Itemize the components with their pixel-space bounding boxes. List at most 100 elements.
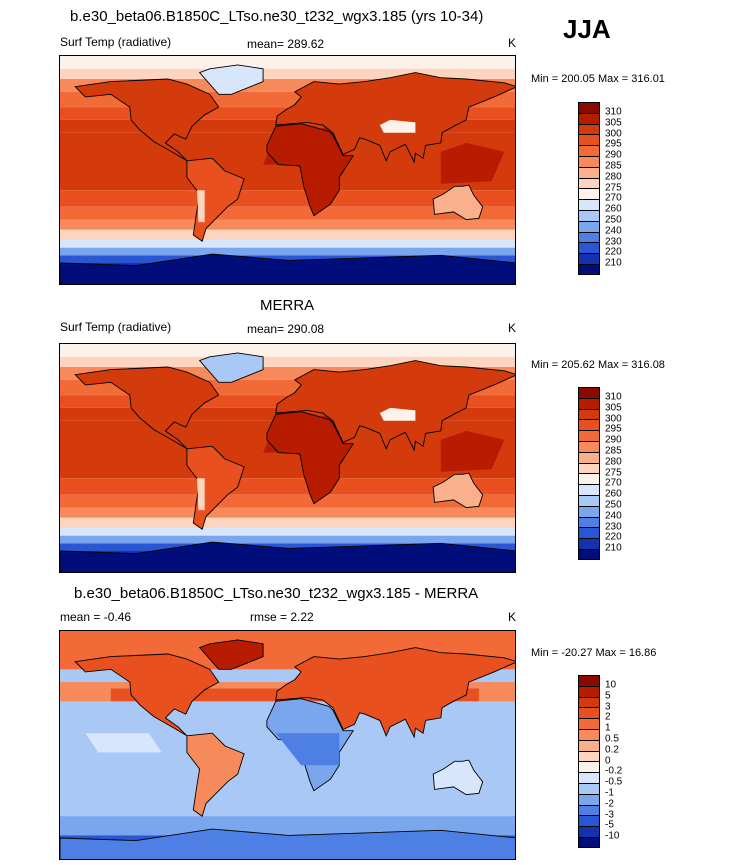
colorbar-tick-label: 260 <box>605 488 622 500</box>
colorbar-tick-label: 0.5 <box>605 733 619 745</box>
colorbar-tick-label: 280 <box>605 456 622 468</box>
colorbar-swatch <box>578 123 600 135</box>
colorbar-tick-label: 5 <box>605 690 611 702</box>
panel3-map <box>59 630 516 860</box>
colorbar-swatch <box>578 387 600 398</box>
colorbar-swatch <box>578 527 600 539</box>
colorbar-tick-label: 295 <box>605 138 622 150</box>
colorbar-swatch <box>578 728 600 740</box>
colorbar-swatch <box>578 815 600 827</box>
colorbar-tick-label: 310 <box>605 391 622 403</box>
panel2-mean: mean= 290.08 <box>247 322 325 336</box>
panel3-title: b.e30_beta06.B1850C_LTso.ne30_t232_wgx3.… <box>74 585 479 602</box>
colorbar-tick-label: -0.5 <box>605 776 623 788</box>
colorbar-swatch <box>578 253 600 264</box>
colorbar-swatch <box>578 793 600 805</box>
panel1-field: Surf Temp (radiative) <box>60 35 172 49</box>
colorbar-swatch <box>578 761 600 773</box>
panel3-rmse: rmse = 2.22 <box>250 610 314 624</box>
colorbar-swatch <box>578 220 600 232</box>
colorbar-tick-label: 220 <box>605 246 622 258</box>
colorbar-tick-label: 260 <box>605 203 622 215</box>
colorbar-swatch <box>578 516 600 528</box>
panel3-mean: mean = -0.46 <box>60 610 132 624</box>
colorbar-swatch <box>578 242 600 254</box>
colorbar-tick-label: 2 <box>605 711 611 723</box>
colorbar-swatch <box>578 685 600 697</box>
panel1-units: K <box>508 36 517 50</box>
panel1-colorbar <box>578 102 600 275</box>
colorbar-swatch <box>578 782 600 794</box>
colorbar-tick-label: 240 <box>605 225 622 237</box>
colorbar-tick-label: 270 <box>605 477 622 489</box>
colorbar-swatch <box>578 145 600 156</box>
colorbar-tick-label: 10 <box>605 679 617 691</box>
colorbar-swatch <box>578 505 600 517</box>
colorbar-tick-label: -10 <box>605 830 620 842</box>
panel3-colorbar-labels: 10 5 3 2 1 0.5 0.2 0 -0.2 -0.5 -1 -2 -3 -5 -10 <box>605 675 623 842</box>
colorbar-tick-label: 230 <box>605 235 622 247</box>
colorbar-swatch <box>578 166 600 178</box>
colorbar-swatch <box>578 462 600 474</box>
colorbar-tick-label: 250 <box>605 214 622 226</box>
colorbar-tick-label: -3 <box>605 808 614 820</box>
colorbar-swatch <box>578 419 600 431</box>
colorbar-swatch <box>578 804 600 816</box>
colorbar-swatch <box>578 826 600 837</box>
panel2-map <box>59 343 516 573</box>
colorbar-swatch <box>578 739 600 751</box>
colorbar-swatch <box>578 750 600 762</box>
panel3-minmax: Min = -20.27 Max = 16.86 <box>531 647 657 659</box>
colorbar-tick-label: 240 <box>605 510 622 522</box>
colorbar-tick-label: -0.2 <box>605 765 623 777</box>
colorbar-swatch <box>578 473 600 485</box>
colorbar-tick-label: 230 <box>605 520 622 532</box>
colorbar-swatch <box>578 199 600 210</box>
panel3-units: K <box>508 610 517 624</box>
panel2-units: K <box>508 321 517 335</box>
colorbar-swatch <box>578 155 600 167</box>
colorbar-tick-label: 250 <box>605 499 622 511</box>
colorbar-tick-label: 210 <box>605 542 622 554</box>
colorbar-tick-label: 295 <box>605 423 622 435</box>
colorbar-swatch <box>578 177 600 189</box>
colorbar-swatch <box>578 538 600 549</box>
panel1-title: b.e30_beta06.B1850C_LTso.ne30_t232_wgx3.… <box>70 8 484 25</box>
colorbar-swatch <box>578 707 600 719</box>
colorbar-swatch <box>578 696 600 708</box>
colorbar-swatch <box>578 188 600 200</box>
colorbar-tick-label: 300 <box>605 127 622 139</box>
colorbar-tick-label: 285 <box>605 445 622 457</box>
colorbar-tick-label: -5 <box>605 819 614 831</box>
colorbar-tick-label: 210 <box>605 257 622 269</box>
panel2-colorbar <box>578 387 600 560</box>
colorbar-swatch <box>578 397 600 409</box>
colorbar-swatch <box>578 102 600 113</box>
colorbar-tick-label: 0 <box>605 754 611 766</box>
panel2-field: Surf Temp (radiative) <box>60 320 172 334</box>
colorbar-swatch <box>578 263 600 275</box>
colorbar-swatch <box>578 548 600 560</box>
colorbar-tick-label: 3 <box>605 700 611 712</box>
panel3-colorbar <box>578 675 600 848</box>
panel2-title: MERRA <box>260 297 315 314</box>
panel2-map-svg <box>60 344 515 572</box>
colorbar-swatch <box>578 494 600 506</box>
colorbar-swatch <box>578 836 600 848</box>
colorbar-tick-label: 300 <box>605 412 622 424</box>
panel2-minmax: Min = 205.62 Max = 316.08 <box>531 359 665 371</box>
panel1-colorbar-labels: 310 305 300 295 290 285 280 275 270 260 250 240 230 2… <box>605 102 622 269</box>
colorbar-tick-label: 305 <box>605 402 622 414</box>
colorbar-swatch <box>578 484 600 495</box>
colorbar-tick-label: 275 <box>605 181 622 193</box>
colorbar-tick-label: 280 <box>605 171 622 183</box>
colorbar-tick-label: -1 <box>605 787 614 799</box>
colorbar-swatch <box>578 430 600 441</box>
panel3-map-svg <box>60 631 515 859</box>
panel1-map-svg <box>60 56 515 284</box>
colorbar-swatch <box>578 772 600 783</box>
colorbar-tick-label: 310 <box>605 106 622 118</box>
colorbar-tick-label: 275 <box>605 466 622 478</box>
colorbar-swatch <box>578 134 600 146</box>
colorbar-tick-label: 290 <box>605 434 622 446</box>
